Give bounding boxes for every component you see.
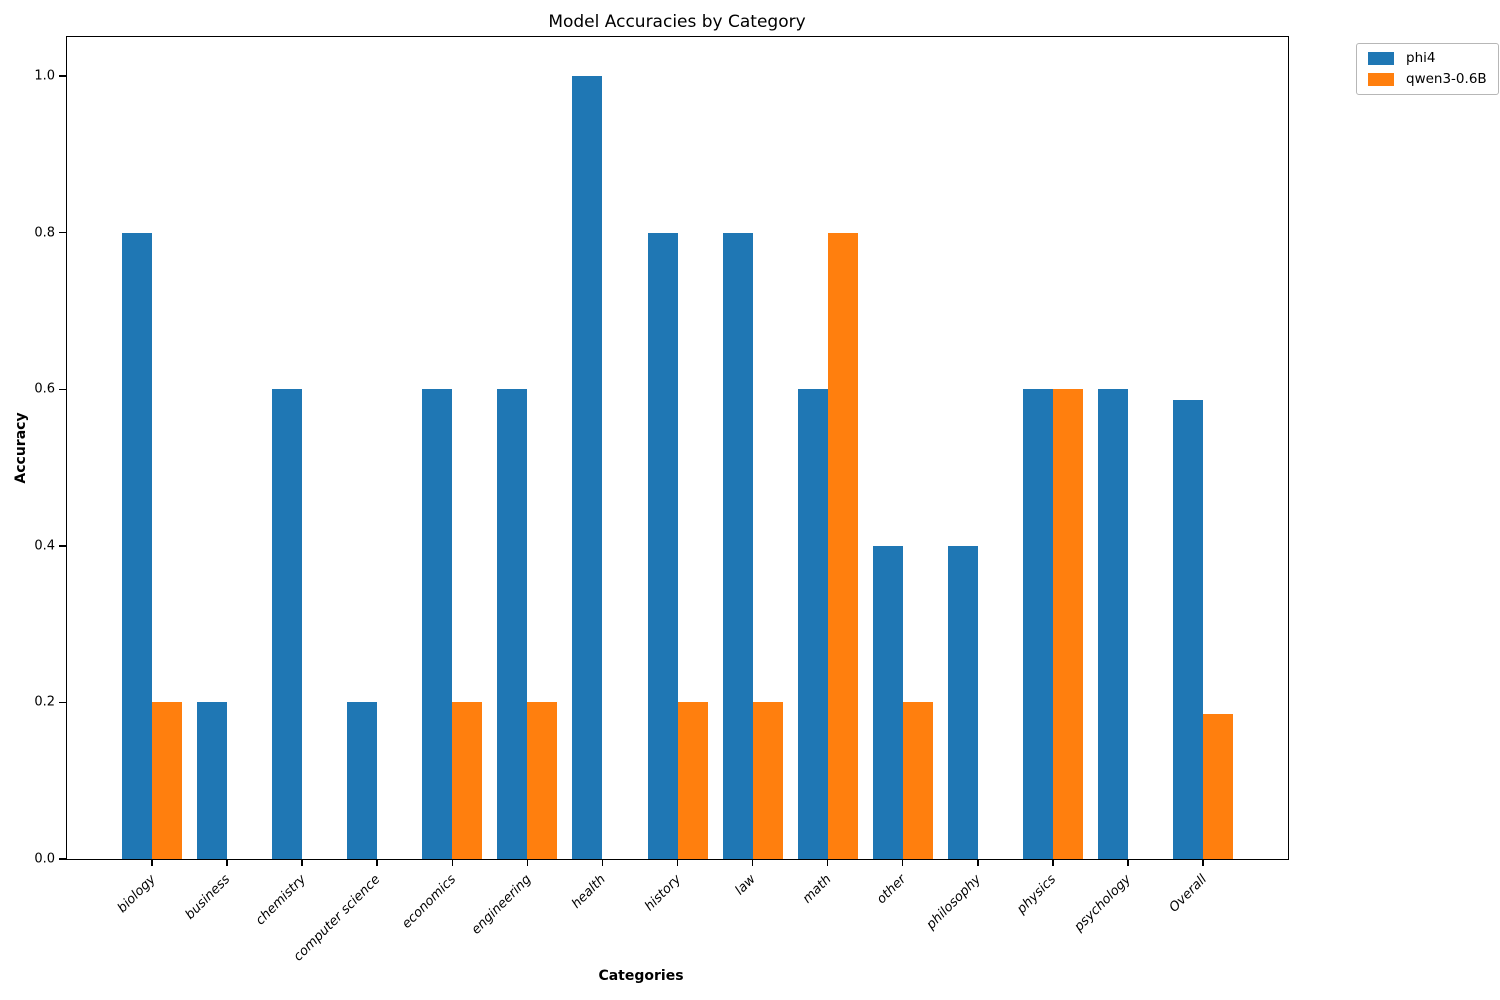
- x-tick-label-chemistry: chemistry: [252, 872, 309, 929]
- y-tick-label-0.0: 0.0: [34, 851, 55, 867]
- legend-swatch-qwen3-0-6b: [1368, 72, 1394, 86]
- x-tick-mark-business: [226, 859, 228, 866]
- x-tick-mark-health: [601, 859, 604, 866]
- y-tick-mark-0.0: [59, 858, 66, 860]
- bar-phi4-biology: [122, 232, 152, 859]
- y-tick-label-0.6: 0.6: [34, 381, 55, 397]
- bar-phi4-engineering: [497, 389, 528, 859]
- bar-phi4-law: [722, 232, 753, 859]
- bar-qwen3-0-6b-biology: [152, 702, 182, 859]
- x-tick-mark-chemistry: [301, 859, 303, 866]
- bar-phi4-business: [197, 702, 228, 859]
- y-tick-mark-1.0: [59, 75, 66, 77]
- bar-qwen3-0-6b-law: [752, 702, 783, 859]
- x-tick-label-business: business: [182, 872, 234, 923]
- x-tick-mark-psychology: [1127, 859, 1129, 866]
- y-tick-label-0.8: 0.8: [34, 225, 55, 241]
- x-tick-mark-engineering: [526, 859, 529, 866]
- x-tick-mark-law: [751, 859, 754, 866]
- x-tick-label-economics: economics: [399, 872, 459, 932]
- bar-phi4-overall: [1173, 400, 1203, 859]
- x-tick-mark-philosophy: [977, 859, 979, 866]
- x-tick-label-psychology: psychology: [1071, 872, 1135, 935]
- x-axis-label: Categories: [598, 968, 684, 984]
- bar-phi4-economics: [422, 389, 453, 859]
- legend-item-phi4: phi4: [1368, 50, 1487, 66]
- y-tick-label-1.0: 1.0: [34, 68, 55, 84]
- bar-qwen3-0-6b-overall: [1203, 713, 1233, 859]
- y-axis-label: Accuracy: [13, 412, 29, 484]
- plot-area: 0.0 0.2 0.4 0.6 0.8 1.0 biology business chemist…: [34, 37, 1288, 964]
- y-tick-mark-0.2: [59, 701, 66, 704]
- bar-phi4-history: [647, 232, 678, 859]
- x-tick-label-health: health: [569, 872, 610, 912]
- x-tick-mark-biology: [151, 859, 153, 866]
- bar-qwen3-0-6b-engineering: [527, 702, 558, 859]
- y-tick-mark-0.6: [59, 388, 66, 391]
- x-tick-mark-other: [901, 859, 904, 866]
- legend-label-phi4: phi4: [1406, 50, 1436, 66]
- x-tick-label-law: law: [732, 872, 760, 899]
- bar-qwen3-0-6b-math: [827, 232, 858, 859]
- x-tick-label-physics: physics: [1014, 872, 1060, 917]
- bar-phi4-psychology: [1097, 389, 1128, 859]
- legend: phi4 qwen3-0.6B: [1356, 43, 1499, 95]
- legend-item-qwen3-0-6b: qwen3-0.6B: [1368, 70, 1487, 87]
- bar-qwen3-0-6b-history: [677, 702, 708, 859]
- x-tick-mark-computer-science: [376, 859, 378, 866]
- x-tick-label-engineering: engineering: [468, 872, 534, 938]
- bar-phi4-other: [872, 545, 903, 859]
- x-tick-label-philosophy: philosophy: [923, 872, 985, 933]
- bar-phi4-chemistry: [272, 389, 303, 859]
- y-tick-label-0.4: 0.4: [34, 538, 55, 554]
- x-tick-mark-economics: [451, 859, 454, 866]
- legend-label-qwen3-0-6b: qwen3-0.6B: [1406, 70, 1487, 87]
- bar-qwen3-0-6b-economics: [452, 702, 483, 859]
- x-tick-mark-math: [826, 859, 829, 866]
- bar-phi4-computer-science: [347, 702, 378, 859]
- x-tick-label-history: history: [641, 872, 685, 915]
- y-tick-label-0.2: 0.2: [34, 694, 55, 710]
- chart-title: Model Accuracies by Category: [548, 12, 806, 32]
- x-tick-mark-overall: [1202, 859, 1204, 866]
- bar-phi4-physics: [1022, 389, 1053, 859]
- x-tick-mark-history: [676, 859, 679, 866]
- x-tick-label-math: math: [799, 872, 835, 907]
- y-tick-mark-0.4: [59, 545, 66, 547]
- x-tick-label-overall: Overall: [1166, 872, 1210, 916]
- x-tick-label-biology: biology: [114, 872, 159, 917]
- bar-phi4-health: [572, 76, 603, 859]
- bar-qwen3-0-6b-other: [902, 702, 933, 859]
- bar-qwen3-0-6b-physics: [1052, 389, 1083, 859]
- x-tick-label-other: other: [874, 872, 910, 908]
- bar-phi4-math: [797, 389, 828, 859]
- y-tick-mark-0.8: [59, 231, 66, 234]
- bar-phi4-philosophy: [947, 545, 978, 859]
- legend-swatch-phi4: [1368, 52, 1394, 66]
- x-tick-mark-physics: [1052, 859, 1054, 866]
